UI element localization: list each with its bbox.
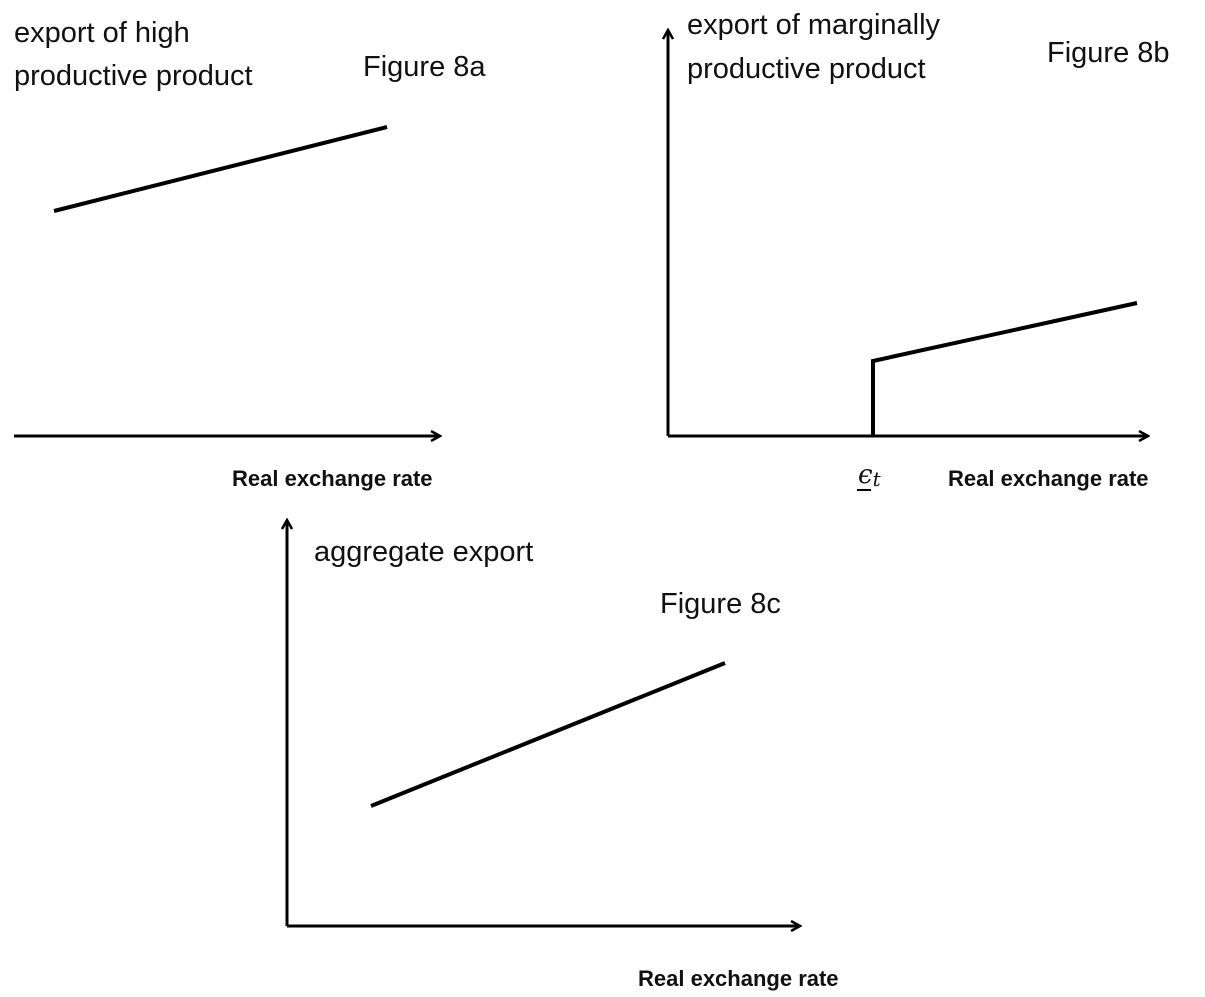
y-label: aggregate export bbox=[314, 536, 533, 568]
figure-title: Figure 8a bbox=[363, 51, 486, 83]
threshold-subscript: t bbox=[873, 467, 882, 491]
x-label: Real exchange rate bbox=[638, 966, 839, 991]
figure-8b: export of marginally productive product … bbox=[668, 9, 1170, 491]
threshold-symbol: ϵ bbox=[858, 460, 873, 490]
y-label: export of high bbox=[14, 17, 190, 49]
x-label: Real exchange rate bbox=[232, 466, 433, 491]
y-label: productive product bbox=[687, 53, 926, 85]
figure-title: Figure 8c bbox=[660, 588, 781, 620]
y-label: export of marginally bbox=[687, 9, 941, 41]
export-curve bbox=[871, 301, 1138, 436]
x-label: Real exchange rate bbox=[948, 466, 1149, 491]
export-curve bbox=[53, 125, 388, 213]
figure-title: Figure 8b bbox=[1047, 37, 1170, 69]
figure-8c: aggregate export Figure 8c Real exchange… bbox=[287, 520, 839, 991]
export-curve bbox=[370, 661, 726, 808]
figure-8a: export of high productive product Figure… bbox=[14, 17, 486, 491]
threshold-label: ϵt bbox=[858, 460, 882, 491]
y-label: productive product bbox=[14, 60, 253, 92]
